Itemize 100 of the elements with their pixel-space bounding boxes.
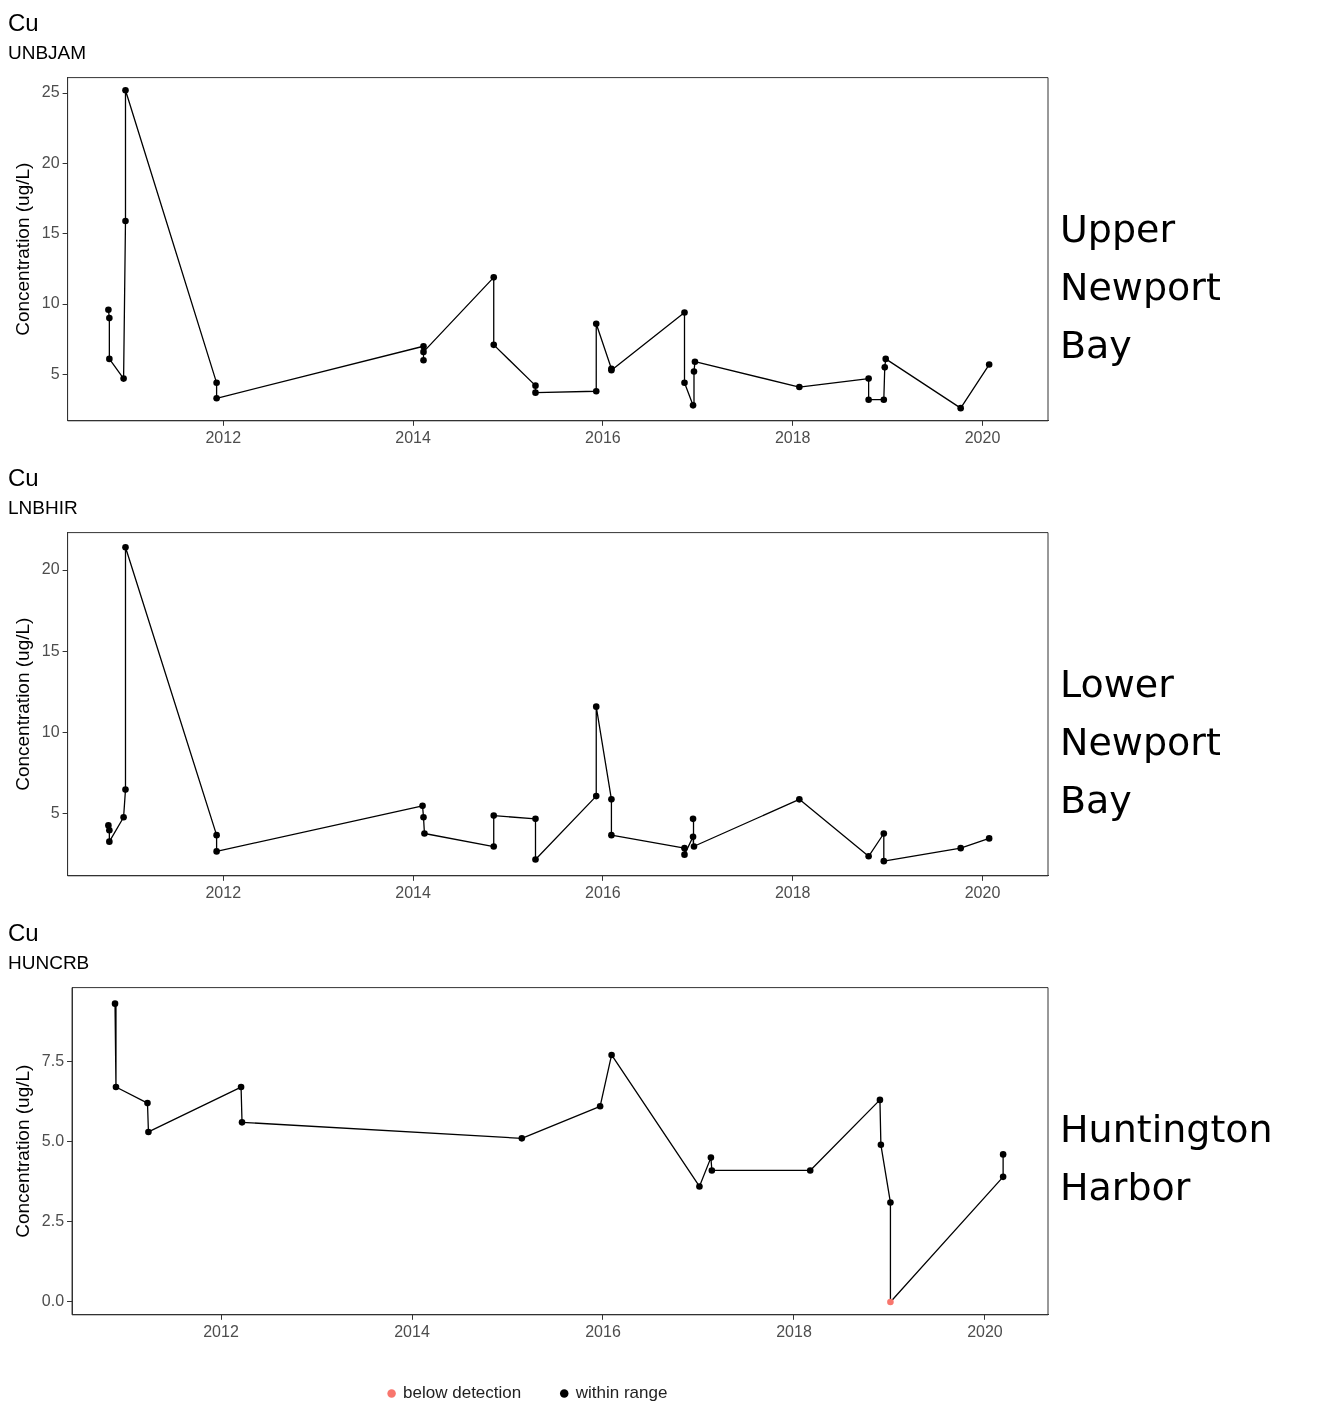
point — [420, 813, 427, 821]
point — [122, 786, 129, 793]
point — [145, 1128, 152, 1136]
point — [490, 812, 498, 819]
point — [592, 792, 600, 800]
point — [518, 1135, 526, 1142]
point — [122, 86, 129, 94]
x-tick-label: 2020 — [964, 428, 1001, 446]
x-tick-label: 2012 — [203, 1322, 239, 1340]
point — [420, 357, 427, 364]
point — [532, 856, 539, 863]
point — [105, 306, 112, 313]
y-tick-label: 15 — [41, 641, 60, 659]
x-tick-label: 2012 — [205, 883, 242, 901]
point — [985, 835, 993, 842]
point — [420, 348, 427, 356]
point — [690, 368, 698, 375]
point — [106, 838, 113, 845]
point — [681, 379, 688, 387]
point — [420, 342, 427, 350]
chart-title: Cu — [8, 9, 39, 37]
x-tick-label: 2016 — [585, 883, 621, 901]
point — [120, 813, 127, 821]
y-tick-label: 10 — [41, 294, 60, 312]
y-tick-label: 20 — [41, 153, 60, 171]
point — [681, 309, 688, 316]
point — [213, 379, 220, 387]
point — [237, 1083, 245, 1091]
point — [111, 1000, 119, 1007]
point — [806, 1167, 814, 1174]
point — [532, 815, 539, 823]
point — [532, 382, 539, 389]
point — [122, 217, 129, 225]
y-tick-label: 25 — [41, 83, 60, 101]
point — [865, 852, 872, 860]
x-tick-label: 2016 — [585, 1322, 621, 1340]
y-tick-label: 5 — [50, 804, 60, 822]
x-tick-label: 2014 — [394, 1322, 430, 1340]
point — [592, 703, 600, 710]
point — [865, 375, 872, 382]
x-tick-label: 2018 — [774, 428, 811, 446]
point — [865, 396, 872, 403]
y-tick-label: 0.0 — [41, 1292, 65, 1310]
point — [881, 364, 889, 371]
y-axis-title: Concentration (ug/L) — [11, 617, 33, 791]
y-axis-title: Concentration (ug/L) — [11, 1064, 33, 1238]
x-tick-label: 2014 — [395, 428, 431, 446]
chart-title: Cu — [8, 464, 39, 492]
y-tick-label: 5 — [50, 364, 60, 382]
point — [707, 1154, 715, 1161]
y-tick-label: 15 — [41, 224, 60, 242]
y-axis-title: Concentration (ug/L) — [11, 162, 33, 336]
y-tick-label: 7.5 — [41, 1051, 65, 1069]
legend-label: within range — [574, 1383, 668, 1403]
point — [112, 1083, 120, 1091]
point — [880, 830, 888, 837]
point — [999, 1173, 1007, 1181]
text: Upper Newport Bay — [1060, 206, 1222, 369]
chart-subtitle: LNBHIR — [8, 497, 78, 519]
point — [490, 341, 498, 349]
point — [708, 1167, 716, 1174]
point — [985, 361, 993, 368]
chart-subtitle: HUNCRB — [8, 952, 90, 974]
point — [106, 314, 113, 322]
y-tick-label: 10 — [41, 723, 60, 741]
point — [681, 844, 688, 852]
point — [592, 320, 600, 328]
point — [999, 1151, 1007, 1158]
x-tick-label: 2018 — [776, 1322, 812, 1340]
point — [608, 1051, 615, 1059]
text: Lower Newport Bay — [1060, 661, 1222, 824]
x-tick-label: 2020 — [964, 883, 1001, 901]
point — [106, 355, 113, 363]
text: Huntington Harbor — [1060, 1106, 1274, 1211]
point — [213, 395, 220, 402]
point — [213, 831, 220, 839]
point — [596, 1102, 604, 1110]
point — [592, 387, 600, 395]
point — [689, 833, 697, 841]
point — [144, 1099, 151, 1107]
point — [887, 1298, 894, 1306]
point — [696, 1183, 703, 1190]
point — [213, 848, 220, 855]
point — [608, 796, 615, 803]
point — [490, 274, 498, 281]
point — [681, 851, 688, 858]
point — [238, 1119, 246, 1126]
point — [877, 1141, 885, 1149]
point — [689, 402, 697, 409]
point — [957, 404, 964, 412]
point — [419, 802, 426, 810]
x-tick-label: 2014 — [395, 883, 431, 901]
point — [882, 355, 890, 363]
point — [421, 830, 428, 837]
point — [490, 843, 498, 850]
point — [957, 844, 964, 852]
chart-subtitle: UNBJAM — [8, 42, 87, 64]
point — [689, 815, 697, 823]
point — [106, 826, 113, 834]
x-tick-label: 2012 — [205, 428, 242, 446]
